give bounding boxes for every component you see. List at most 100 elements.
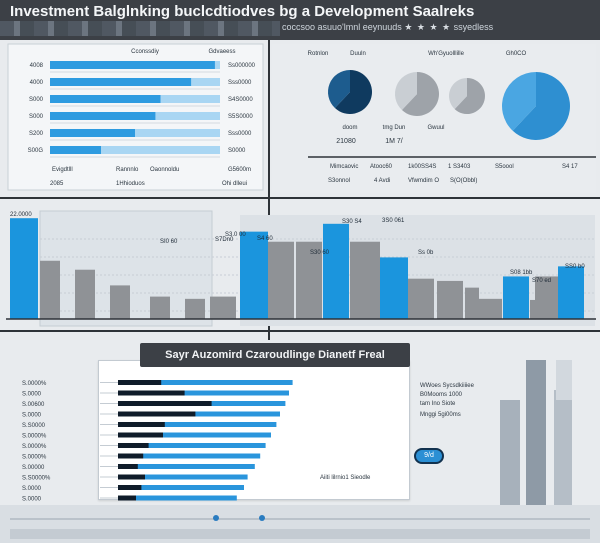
bar-segment — [118, 432, 163, 438]
category-label: 4000 — [30, 80, 44, 86]
bar-segment — [118, 485, 142, 490]
bar-segment — [118, 390, 185, 396]
bar-track — [50, 146, 220, 154]
data-label: S30 S4 — [342, 219, 362, 225]
bottom-decor-strip — [0, 505, 600, 543]
row-label: S.0000% — [22, 455, 47, 461]
data-label: S4 60 — [257, 236, 273, 242]
dashboard-header: Investment Balglnking buclcdtiodves bg a… — [0, 0, 600, 40]
pie-slice — [334, 70, 372, 114]
bar — [40, 260, 60, 319]
data-label: S3.0 00 — [225, 232, 246, 238]
rating-stars-icon: ★ ★ ★ ★ — [404, 22, 452, 32]
value-label: Sss0000 — [228, 80, 252, 86]
col-header: Gh0CO — [506, 51, 527, 57]
bar — [535, 276, 559, 319]
horizontal-bar-chart-panel: Cconssdiy Gdvaeess 4008 Ss000000 4000 Sss00… — [7, 43, 264, 191]
row-label: S.S0000 — [22, 423, 46, 429]
data-label: S08 1bb — [510, 270, 533, 276]
col-header: Duuln — [350, 51, 366, 57]
bar — [50, 112, 156, 120]
bar — [118, 474, 248, 480]
bar — [50, 61, 215, 69]
bar — [50, 78, 192, 86]
table-cell: S4 17 — [562, 164, 578, 170]
horizontal-divider-top — [0, 197, 600, 199]
category-label: S200 — [29, 131, 44, 137]
row-label: S.00000 — [22, 465, 45, 471]
bar — [465, 287, 479, 319]
table-cell: 1k00SS4S — [408, 164, 436, 170]
bar — [50, 129, 135, 137]
bar-segment — [118, 464, 138, 469]
data-label: S70 ed — [532, 278, 551, 284]
data-label: SI0 60 — [160, 239, 178, 245]
bar-segment — [118, 401, 212, 406]
footer-value: 2085 — [50, 181, 64, 187]
bar-segment — [118, 453, 144, 459]
table-cell: Vfwmdim O — [408, 178, 439, 184]
footer-value: Ohi dlleui — [222, 181, 247, 187]
bar — [75, 269, 95, 319]
category-label: S000 — [29, 114, 44, 120]
row-label: S.0000 — [22, 413, 42, 419]
footer-label: Oaonnoldu — [150, 167, 179, 173]
bar-segment — [118, 474, 145, 480]
header-decor-strip — [0, 21, 280, 36]
vertical-bar-chart-panel: 22.0000 SI0 60 S3.0 00 S4 60 S30 60 S30 S4 3S0… — [6, 210, 596, 327]
bar-segment — [118, 411, 196, 417]
bar — [350, 241, 380, 319]
pie-label: doom — [342, 125, 357, 131]
pie-value: 1M 7/ — [385, 138, 403, 145]
status-pill-button[interactable]: 9/d — [414, 448, 444, 464]
pie-label: tmg Dun — [383, 125, 406, 131]
data-label: 3S0 061 — [382, 218, 405, 224]
data-label: Ss 0b — [418, 250, 434, 256]
pie-slice — [401, 72, 439, 117]
annotation: tam Ino Siote — [420, 401, 456, 407]
bar — [296, 241, 322, 319]
annotation: Aiiti lilrnio1 Sieodle — [320, 475, 371, 481]
table-cell: S3onnol — [328, 178, 350, 184]
footer-label: Evigdtlll — [52, 167, 73, 173]
footer-value: 1Hhioduos — [116, 181, 145, 187]
category-label: S00G — [28, 148, 44, 154]
funnel-bar-chart: S.0000% S.0000 S.00600 S.0000 S.S0000 S.0000%… — [22, 380, 293, 503]
pie-slice — [328, 70, 350, 109]
row-label: S.S0000% — [22, 476, 51, 482]
row-label: S.0000 — [22, 392, 42, 398]
table-cell: 4 Avdi — [374, 178, 390, 184]
page-title: Investment Balglnking buclcdtiodves bg a… — [10, 3, 475, 20]
row-label: S.0000% — [22, 434, 47, 440]
category-label: 4008 — [30, 63, 44, 69]
pie-slice — [454, 78, 485, 115]
table-cell: S5oool — [495, 164, 514, 170]
horizontal-divider-mid — [0, 330, 600, 332]
row-label: S.0000 — [22, 497, 42, 503]
value-label: Sss0000 — [228, 131, 252, 137]
pie-slice — [395, 72, 417, 111]
value-label: Ss000000 — [228, 63, 256, 69]
bar-segment — [118, 495, 136, 501]
bar — [150, 296, 170, 319]
annotation: B0Mooms 1000 — [420, 392, 463, 398]
bar — [118, 495, 237, 501]
bar — [408, 278, 434, 319]
row-label: S.0000 — [22, 486, 42, 492]
data-label: 22.0000 — [10, 212, 32, 218]
bar — [118, 464, 255, 469]
col-header: Gdvaeess — [208, 49, 235, 55]
bar — [323, 223, 349, 319]
bar — [50, 95, 161, 103]
pie-slice — [449, 78, 467, 110]
bar — [185, 298, 205, 319]
col-header: Rotnlon — [308, 51, 329, 57]
bar — [380, 257, 408, 319]
right-side-decor — [500, 360, 572, 510]
value-label: S4S0000 — [228, 97, 253, 103]
bar — [10, 218, 38, 319]
table-cell: Atooc60 — [370, 164, 393, 170]
subtitle-text: coccsoo asuuo'lmnl eeynuuds — [282, 22, 402, 32]
bar — [50, 146, 101, 154]
bar — [118, 390, 289, 396]
